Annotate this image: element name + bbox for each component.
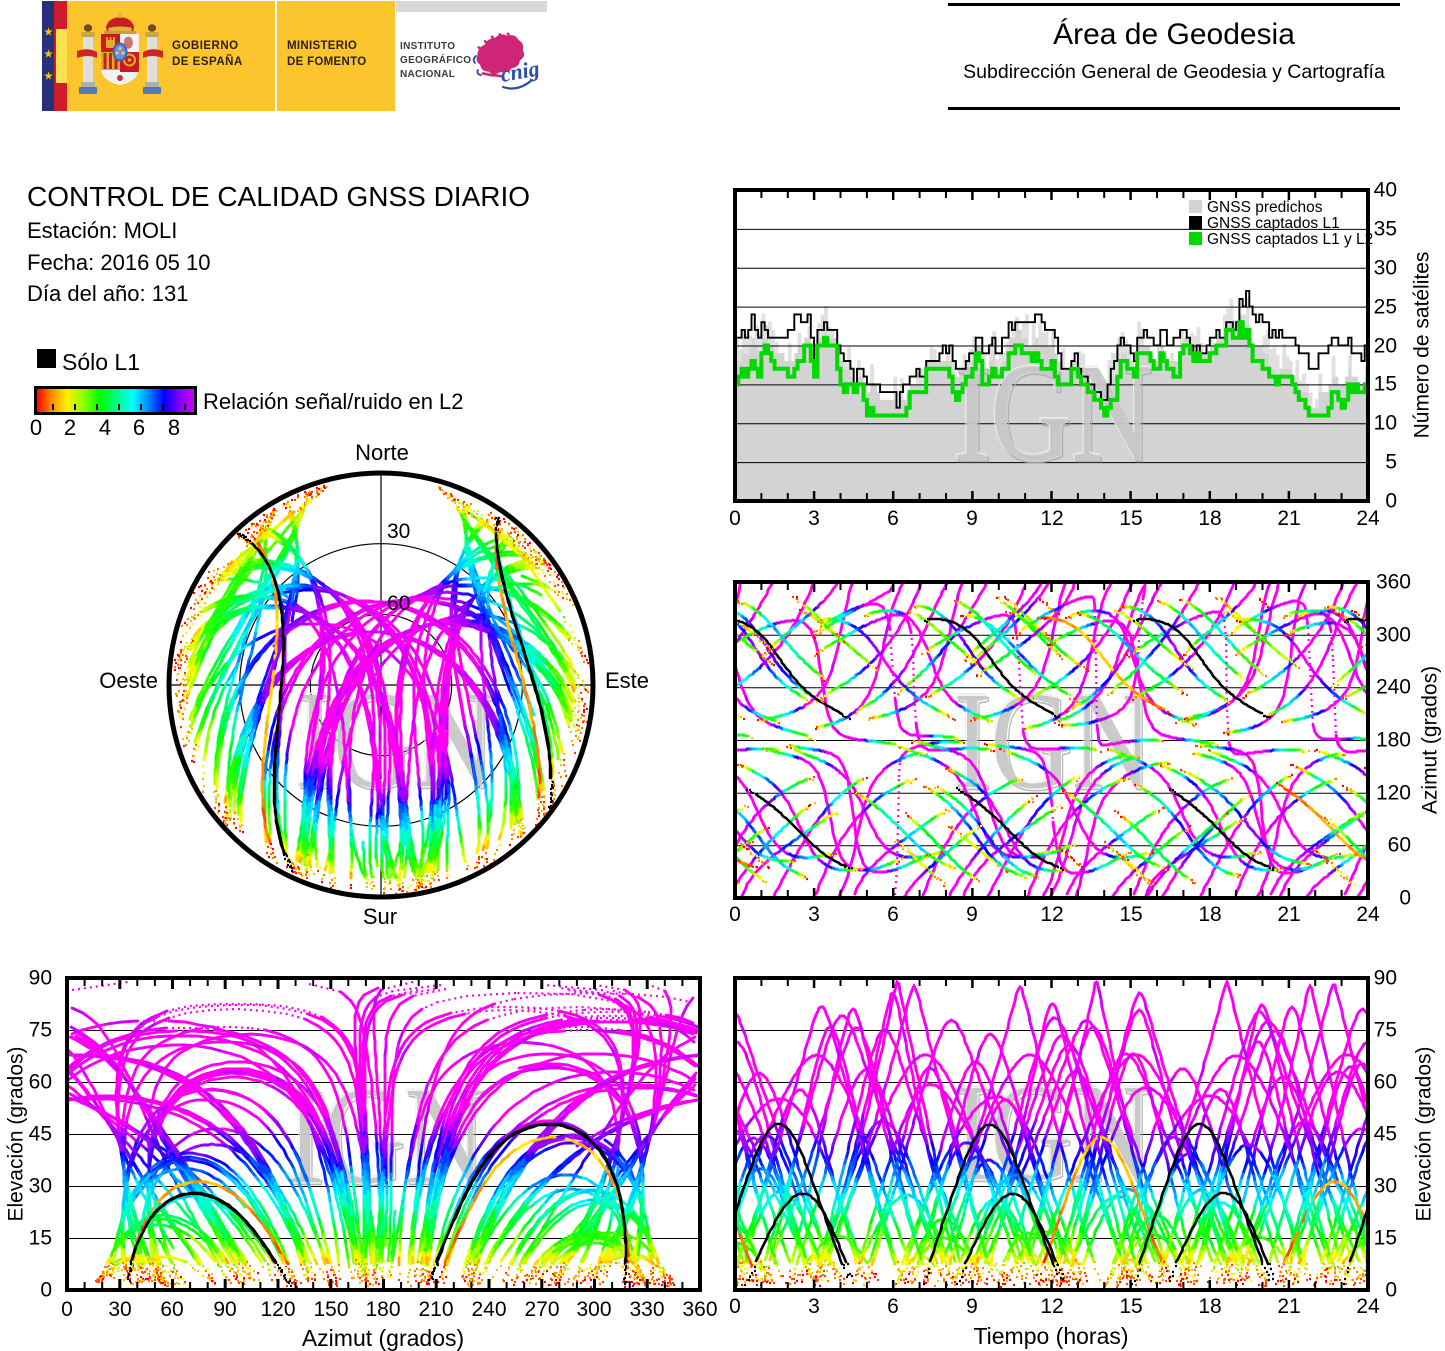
svg-text:IGN: IGN xyxy=(953,336,1152,491)
svg-text:cnig: cnig xyxy=(499,56,542,87)
